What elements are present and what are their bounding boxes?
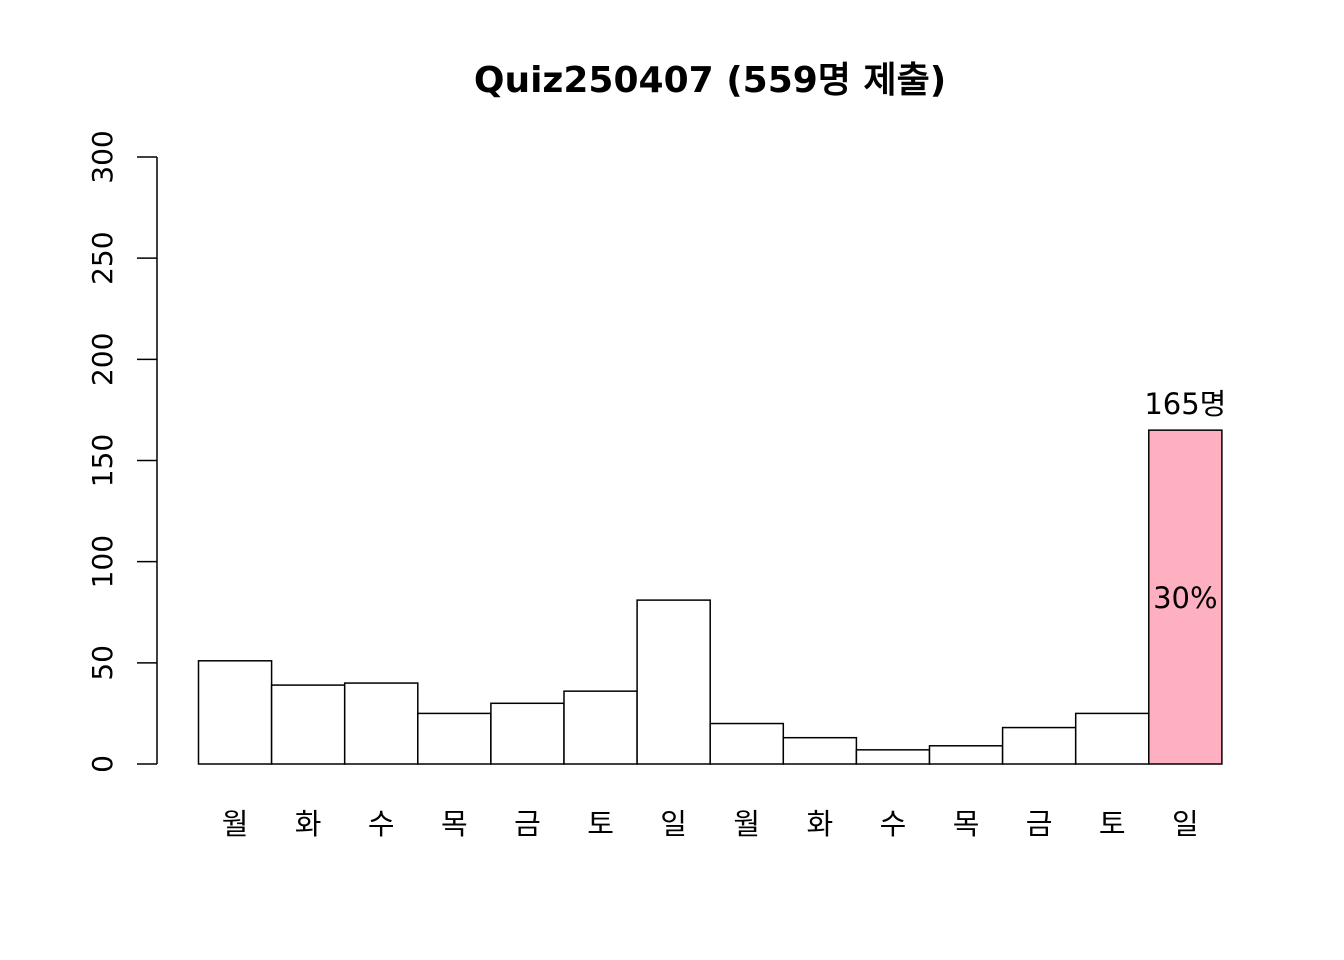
bars [197, 429, 1223, 765]
y-tick-label: 0 [86, 755, 119, 773]
bar-9 [855, 749, 931, 765]
bar-3 [417, 712, 492, 765]
x-tick-label: 토 [1099, 807, 1126, 841]
x-tick-label: 월 [222, 807, 249, 841]
bar-5 [563, 690, 638, 765]
y-axis: 0 50 100 150 200 250 300 [86, 130, 158, 773]
bar-1 [270, 684, 346, 765]
bar-11 [1001, 726, 1077, 765]
x-tick-label: 일 [660, 807, 687, 841]
x-tick-label: 토 [587, 807, 614, 841]
x-tick-label: 화 [295, 807, 322, 841]
bar-10 [928, 745, 1004, 765]
x-tick-label: 일 [1172, 807, 1199, 841]
x-tick-label: 수 [880, 807, 907, 841]
y-tick-label: 150 [86, 434, 119, 487]
y-tick-label: 50 [86, 645, 119, 681]
y-tick-label: 100 [86, 535, 119, 588]
y-tick-label: 200 [86, 333, 119, 386]
x-tick-label: 금 [1026, 807, 1053, 841]
x-tick-label: 월 [733, 807, 760, 841]
bar-13 [1148, 429, 1223, 765]
bar-7 [709, 722, 785, 765]
bar-8 [782, 736, 858, 765]
x-tick-label: 화 [807, 807, 834, 841]
bar-4 [490, 702, 565, 765]
x-tick-label: 수 [368, 807, 395, 841]
y-tick-label: 300 [86, 130, 119, 183]
bar-2 [343, 682, 419, 765]
y-tick-label: 250 [86, 231, 119, 284]
x-tick-label: 금 [514, 807, 541, 841]
bar-6 [636, 599, 711, 765]
highlight-count-label: 165명 [1144, 387, 1226, 421]
bar-0 [197, 660, 273, 765]
x-tick-label: 목 [953, 807, 980, 841]
chart-title: Quiz250407 (559명 제출) [474, 60, 946, 101]
highlight-percent-label: 30% [1153, 581, 1217, 615]
x-tick-label: 목 [441, 807, 468, 841]
bar-12 [1074, 712, 1150, 765]
